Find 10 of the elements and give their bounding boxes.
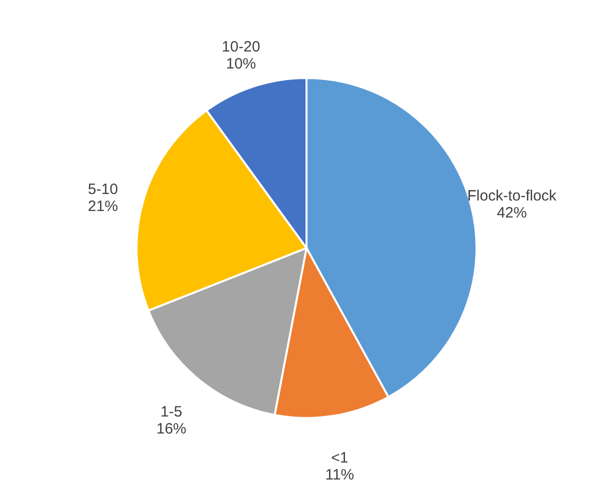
data-label: 16% (156, 420, 186, 438)
slice-label: 5-10 (88, 180, 118, 198)
slice-label: Flock-to-flock (467, 187, 557, 204)
data-label: 10% (226, 55, 256, 72)
slice-label: 1-5 (160, 403, 182, 420)
slice-label: 10-20 (222, 38, 260, 56)
data-label: 21% (88, 198, 118, 215)
slice-label: <1 (331, 449, 348, 466)
data-label: 11% (325, 466, 354, 484)
data-label: 42% (496, 204, 527, 222)
